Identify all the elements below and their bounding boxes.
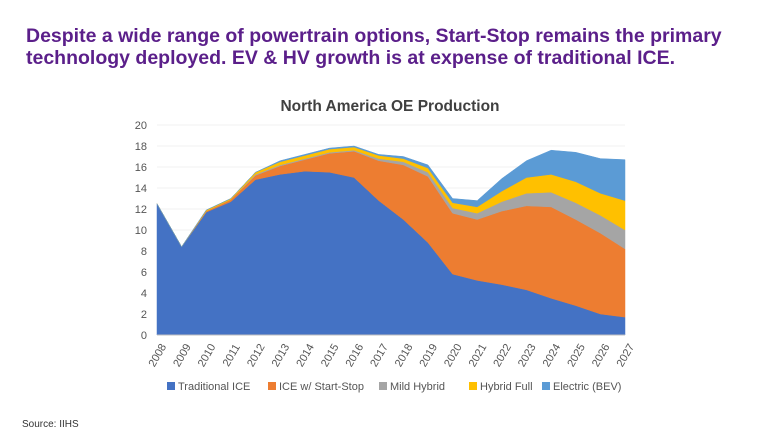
x-tick-label: 2012: [245, 342, 268, 369]
legend-label-hybrid-full: Hybrid Full: [480, 381, 533, 393]
x-tick-label: 2016: [344, 342, 367, 369]
x-tick-label: 2022: [491, 342, 514, 369]
x-tick-label: 2010: [196, 342, 219, 369]
x-tick-label: 2021: [467, 342, 490, 369]
legend-label-electric-bev: Electric (BEV): [553, 381, 621, 393]
x-tick-label: 2017: [368, 342, 391, 369]
x-tick-label: 2026: [590, 342, 613, 369]
legend-swatch-ice-w-start-stop: [268, 382, 276, 390]
x-tick-label: 2009: [171, 342, 194, 369]
legend-swatch-mild-hybrid: [379, 382, 387, 390]
y-tick-label: 0: [141, 330, 147, 342]
y-tick-label: 14: [135, 183, 147, 195]
x-tick-label: 2011: [221, 342, 243, 368]
legend-label-traditional-ice: Traditional ICE: [178, 381, 250, 393]
x-tick-label: 2025: [565, 342, 588, 369]
legend: Traditional ICE ICE w/ Start-Stop Mild Hyb…: [167, 381, 621, 393]
x-tick-label: 2020: [442, 342, 465, 369]
y-axis: 0 2 4 6 8 10 12 14 16 18 20: [135, 120, 147, 342]
headline-line-2: technology deployed. EV & HV growth is a…: [26, 47, 676, 69]
x-tick-label: 2023: [516, 342, 539, 369]
y-tick-label: 8: [141, 246, 147, 258]
y-tick-label: 2: [141, 309, 147, 321]
legend-label-ice-w-start-stop: ICE w/ Start-Stop: [279, 381, 364, 393]
legend-label-mild-hybrid: Mild Hybrid: [390, 381, 445, 393]
x-tick-label: 2015: [319, 342, 342, 369]
y-tick-label: 12: [135, 204, 147, 216]
area-layers: [156, 124, 626, 336]
x-tick-label: 2014: [294, 342, 317, 369]
chart-title: North America OE Production: [280, 98, 499, 115]
legend-swatch-hybrid-full: [469, 382, 477, 390]
y-tick-label: 18: [135, 141, 147, 153]
y-tick-label: 16: [135, 162, 147, 174]
x-tick-label: 2019: [417, 342, 440, 369]
area-electric-bev: [156, 145, 626, 248]
x-tick-label: 2027: [615, 342, 638, 369]
source-note: Source: IIHS: [22, 419, 79, 430]
y-tick-label: 4: [141, 288, 147, 300]
x-tick-label: 2024: [541, 342, 564, 369]
headline-line-1: Despite a wide range of powertrain optio…: [26, 25, 722, 47]
x-tick-label: 2008: [147, 342, 170, 369]
legend-swatch-traditional-ice: [167, 382, 175, 390]
legend-swatch-electric-bev: [542, 382, 550, 390]
y-tick-label: 10: [135, 225, 147, 237]
y-tick-label: 20: [135, 120, 147, 132]
x-tick-label: 2013: [270, 342, 293, 369]
headline: Despite a wide range of powertrain optio…: [26, 25, 746, 69]
x-axis: 2008 2009 2010 2011 2012 2013 2014 2015 2016 2017…: [147, 334, 638, 369]
y-tick-label: 6: [141, 267, 147, 279]
x-tick-label: 2018: [393, 342, 416, 369]
